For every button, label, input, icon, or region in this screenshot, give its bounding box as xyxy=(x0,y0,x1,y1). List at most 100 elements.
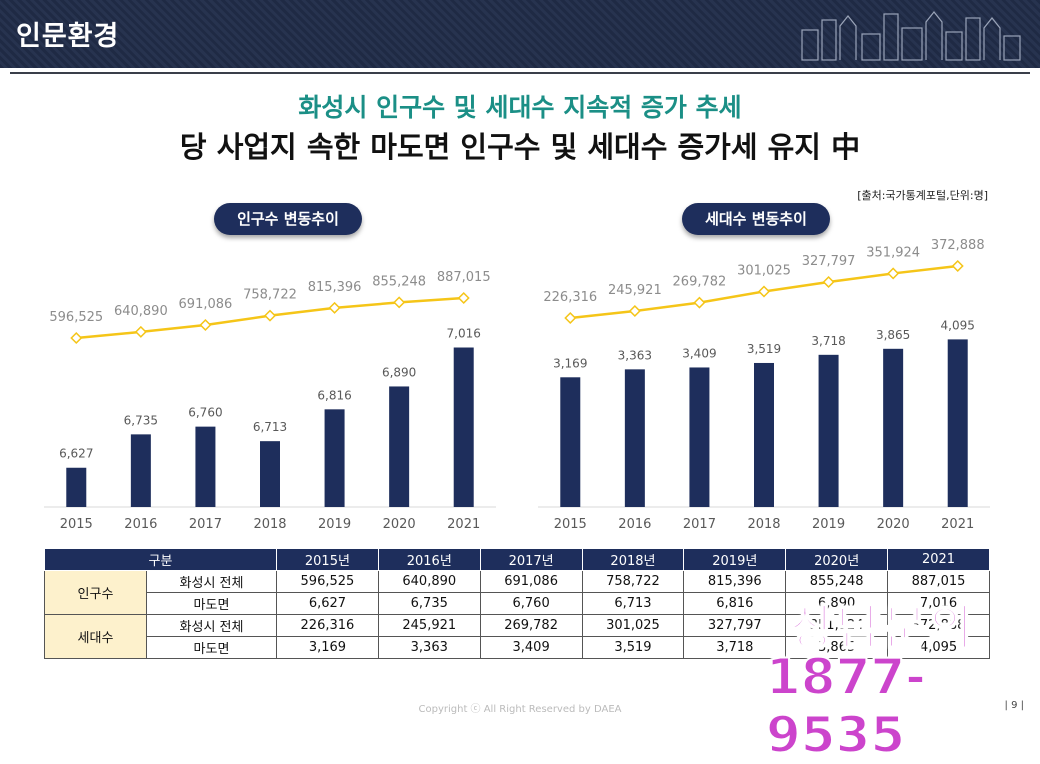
bar-data-label: 3,363 xyxy=(618,348,652,362)
bar xyxy=(818,354,839,507)
copyright-footer: Copyright ⓒ All Right Reserved by DAEA xyxy=(418,704,622,715)
line-data-label: 351,924 xyxy=(866,245,920,260)
source-note: [출처:국가통계포털,단위:명] xyxy=(857,189,988,202)
line-point xyxy=(328,301,341,314)
table-group-population: 인구수 xyxy=(44,570,147,615)
line-data-label: 226,316 xyxy=(543,290,597,305)
bar-data-label: 6,816 xyxy=(317,388,351,402)
table-year-header: 2020년 xyxy=(785,548,889,571)
table-cell: 758,722 xyxy=(581,570,685,593)
page-number: | 9 | xyxy=(1004,700,1024,711)
x-tick-label: 2021 xyxy=(941,517,974,532)
bar xyxy=(947,339,968,507)
bar-data-label: 4,095 xyxy=(941,318,975,332)
bar-data-label: 6,627 xyxy=(59,447,93,461)
line-data-label: 245,921 xyxy=(608,283,662,298)
table-year-header: 2015년 xyxy=(276,548,379,571)
bar xyxy=(195,426,216,507)
x-tick-label: 2019 xyxy=(318,517,351,532)
line-data-label: 691,086 xyxy=(179,297,233,312)
table-cell: 6,735 xyxy=(377,592,481,615)
household-chart-title: 세대수 변동추이 xyxy=(682,203,830,235)
table-cell: 269,782 xyxy=(479,614,583,637)
line-data-label: 815,396 xyxy=(308,280,362,295)
x-tick-label: 2018 xyxy=(747,517,780,532)
x-tick-label: 2020 xyxy=(383,517,416,532)
table-cell: 372,888 xyxy=(887,614,990,637)
table-cell: 3,409 xyxy=(479,636,583,659)
table-cell: 815,396 xyxy=(683,570,787,593)
table-cell: 226,316 xyxy=(276,614,379,637)
population-chart: 6,627 2015 6,735 2016 6,760 2017 6,713 2018 6,81… xyxy=(44,270,496,532)
table-header-row: 구분 2015년 2016년 2017년 2018년 2019년 2020년 2… xyxy=(44,548,990,571)
line-data-label: 269,782 xyxy=(673,275,727,290)
x-tick-label: 2015 xyxy=(60,517,93,532)
table-cell: 596,525 xyxy=(276,570,379,593)
table-row: 세대수 화성시 전체 226,316 245,921 269,782 301,0… xyxy=(44,614,990,659)
line-data-label: 887,015 xyxy=(437,270,491,285)
table-year-header: 2016년 xyxy=(377,548,481,571)
bar xyxy=(560,377,581,507)
bar-data-label: 3,718 xyxy=(811,334,845,348)
bar xyxy=(130,434,151,507)
x-tick-label: 2020 xyxy=(877,517,910,532)
bar xyxy=(883,348,904,507)
line-data-label: 301,025 xyxy=(737,263,791,278)
x-tick-label: 2021 xyxy=(447,517,480,532)
table-cell: 3,363 xyxy=(377,636,481,659)
table-cell: 6,627 xyxy=(276,592,379,615)
headline-secondary: 당 사업지 속한 마도면 인구수 및 세대수 증가세 유지 中 xyxy=(179,130,861,164)
bar xyxy=(754,362,774,507)
table-cell: 4,095 xyxy=(887,636,990,659)
line-data-label: 758,722 xyxy=(243,288,297,303)
line-point xyxy=(393,296,406,309)
bar-data-label: 6,713 xyxy=(253,420,287,434)
city-skyline-icon xyxy=(801,11,1021,61)
line-point xyxy=(70,331,83,345)
table-cell: 301,025 xyxy=(581,614,685,637)
headline-primary: 화성시 인구수 및 세대수 지속적 증가 추세 xyxy=(298,93,742,122)
table-row-label: 마도면 xyxy=(146,592,277,615)
line-point xyxy=(628,305,641,318)
bar-data-label: 3,865 xyxy=(876,328,910,342)
table-cell: 245,921 xyxy=(377,614,481,637)
table-row: 마도면 6,627 6,735 6,760 6,713 6,816 6,890 … xyxy=(45,592,990,615)
table-cell: 6,816 xyxy=(683,592,787,615)
population-chart-title: 인구수 변동추이 xyxy=(214,203,362,235)
x-tick-label: 2017 xyxy=(189,517,222,532)
x-tick-label: 2016 xyxy=(618,517,651,532)
bar xyxy=(624,369,645,507)
bar-data-label: 3,519 xyxy=(747,342,781,356)
bar xyxy=(689,367,710,507)
line-data-label: 596,525 xyxy=(49,310,103,325)
line-data-label: 640,890 xyxy=(114,304,168,319)
table-year-header: 2018년 xyxy=(581,548,685,571)
line-point xyxy=(693,296,706,309)
table-row-label: 마도면 xyxy=(146,636,277,659)
table-corner-header: 구분 xyxy=(44,548,277,571)
table-row-label: 화성시 전체 xyxy=(146,614,277,637)
bar-data-label: 3,409 xyxy=(682,346,716,360)
table-cell: 887,015 xyxy=(887,570,990,593)
x-tick-label: 2017 xyxy=(683,517,716,532)
line-point xyxy=(199,318,212,331)
table-row: 인구수 화성시 전체 596,525 640,890 691,086 758,7… xyxy=(44,570,990,615)
consult-overlay-text: 상담문의 xyxy=(789,599,975,657)
bar-data-label: 6,760 xyxy=(188,406,222,420)
bar xyxy=(66,467,87,507)
bar-data-label: 6,890 xyxy=(382,365,416,379)
data-table: 구분 2015년 2016년 2017년 2018년 2019년 2020년 2… xyxy=(44,548,990,659)
line-point xyxy=(757,285,771,298)
header-divider xyxy=(10,72,1030,74)
x-tick-label: 2019 xyxy=(812,517,845,532)
bar-data-label: 3,169 xyxy=(553,356,587,370)
bar xyxy=(453,347,474,507)
bar-data-label: 7,016 xyxy=(447,327,481,341)
table-cell: 691,086 xyxy=(479,570,583,593)
line-point xyxy=(887,267,900,280)
x-tick-label: 2015 xyxy=(554,517,587,532)
table-cell: 3,718 xyxy=(683,636,787,659)
table-year-header: 2021 xyxy=(887,548,990,571)
table-cell: 3,169 xyxy=(276,636,379,659)
